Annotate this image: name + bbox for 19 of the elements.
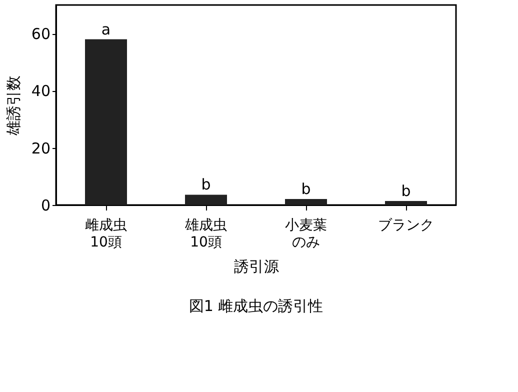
y-tick-label: 20 <box>31 139 50 158</box>
x-tick-label: 雄成虫 10頭 <box>184 218 227 250</box>
bar <box>85 39 127 205</box>
bar <box>185 194 227 205</box>
annotation: b <box>301 180 311 198</box>
y-tick-label: 0 <box>40 196 50 214</box>
x-axis-title: 誘引源 <box>234 258 279 276</box>
x-tick-label: 小麦葉のみ <box>285 218 327 250</box>
bar <box>385 201 427 205</box>
bar <box>285 199 327 205</box>
y-axis-title: 雄誘引数 <box>4 76 22 136</box>
x-tick-label: ブランク <box>378 218 434 234</box>
annotation: a <box>101 20 111 38</box>
x-tick-label: 雌成虫 10頭 <box>85 218 127 250</box>
text: 図1 雌成虫の誘引性 <box>188 297 324 315</box>
y-tick-label: 60 <box>31 25 50 44</box>
annotation: b <box>201 176 211 194</box>
y-tick-label: 40 <box>31 82 50 100</box>
annotation: b <box>401 182 411 200</box>
